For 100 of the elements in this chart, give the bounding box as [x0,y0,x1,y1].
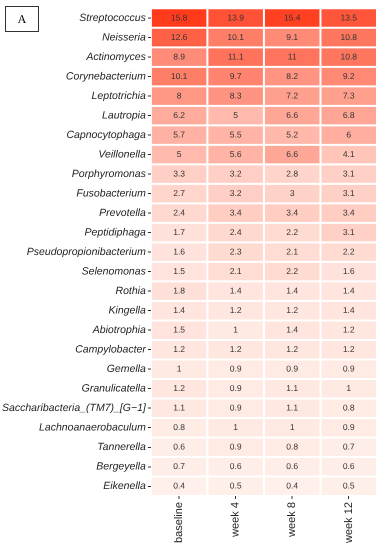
data-label: 3.3 [173,168,186,178]
data-label: 6 [346,129,352,140]
data-label: 10.8 [340,51,358,62]
data-label: 9.7 [230,70,242,81]
data-label: 9.1 [286,32,298,42]
y-tick-label: Eikenella [103,480,146,492]
y-tick-label: Porphyromonas [72,168,147,180]
data-label: 6.8 [342,110,355,120]
data-label: 1.4 [173,305,186,316]
data-label: 0.9 [286,364,298,374]
data-label: 1.4 [286,286,298,296]
data-label: 1.1 [286,402,298,413]
data-label: 5.2 [286,129,298,140]
data-label: 2.2 [286,226,298,237]
y-tick-label: Abiotrophia [92,324,146,336]
data-label: 0.9 [230,442,242,452]
data-label: 0.5 [230,480,242,491]
y-tick-label: Campylobacter [75,344,146,356]
data-label: 1 [233,324,238,335]
data-label: 0.6 [173,442,186,452]
y-tick-label: Fusobacterium [76,188,146,200]
data-label: 6.6 [286,148,298,159]
data-label: 1.1 [173,402,186,413]
data-label: 0.5 [342,480,355,491]
data-label: 7.3 [342,90,355,100]
x-tick-label: baseline [173,502,186,544]
data-label: 1 [346,383,352,394]
data-label: 2.7 [173,188,186,198]
data-label: 1.1 [286,383,298,394]
data-label: 1 [233,422,238,432]
y-tick-label: Streptococcus [79,12,147,24]
data-label: 10.1 [227,32,244,42]
y-tick-label: Rothia [115,285,146,298]
data-label: 2.2 [342,246,355,257]
data-label: 2.8 [286,168,298,178]
data-label: 0.6 [342,461,355,472]
data-label: 5.7 [173,129,186,140]
y-tick-label: Saccharibacteria_(TM7)_[G−1] [2,402,147,414]
data-label: 0.7 [342,442,355,452]
y-tick-label: Selenomonas [82,266,147,278]
data-label: 1.2 [173,383,186,394]
x-tick-label: week 8 [286,502,298,538]
data-label: 7.2 [286,90,298,100]
data-label: 0.4 [173,480,186,491]
y-tick-label: Pseudopropionibacterium [26,246,146,258]
data-label: 11.1 [228,51,244,62]
y-tick-label: Neisseria [102,31,146,44]
y-tick-label: Lachnoanaerobaculum [39,422,146,434]
y-tick-label: Peptidiphaga [84,226,146,239]
data-label: 3.4 [286,207,298,218]
data-label: 1.2 [286,305,298,316]
data-label: 13.5 [340,12,358,22]
data-label: 0.9 [342,364,355,374]
y-tick-label: Capnocytophaga [66,129,146,142]
data-label: 3.4 [230,207,242,218]
data-label: 15.4 [284,12,301,22]
data-label: 1.2 [342,344,355,354]
data-label: 5 [176,148,182,159]
text: A [5,6,39,32]
data-label: 11 [288,51,297,62]
data-label: 0.9 [230,364,242,374]
data-label: 1.4 [342,305,355,316]
data-label: 1.4 [342,286,355,296]
data-label: 1.6 [342,266,355,276]
data-label: 1.2 [173,344,186,354]
data-label: 12.6 [170,32,188,42]
y-tick-label: Granulicatella [82,382,146,395]
data-label: 4.1 [342,148,355,159]
data-label: 0.8 [342,402,355,413]
data-label: 10.8 [340,32,358,42]
y-tick-label: Gemella [106,363,146,376]
data-label: 3 [290,188,295,198]
data-label: 5.6 [230,148,242,159]
data-label: 1.7 [173,226,186,237]
data-label: 3.1 [342,188,355,198]
data-label: 2.2 [286,266,298,276]
data-label: 3.2 [230,188,242,198]
data-label: 3.4 [342,207,355,218]
data-label: 8 [176,90,182,100]
y-tick-label: Leptotrichia [92,90,146,102]
data-label: 0.8 [286,442,298,452]
data-label: 2.4 [230,226,242,237]
data-label: 1.5 [173,266,186,276]
data-label: 2.1 [230,266,242,276]
data-label: 1.2 [286,344,298,354]
data-label: 1.5 [173,324,186,335]
data-label: 15.8 [170,12,188,22]
data-label: 1.2 [230,344,242,354]
data-label: 2.4 [173,207,186,218]
data-label: 8.3 [230,90,242,100]
data-label: 9.2 [342,70,355,81]
data-label: 3.1 [342,226,355,237]
data-label: 2.3 [230,246,242,257]
data-label: 1.8 [173,286,186,296]
y-tick-label: Corynebacterium [66,70,146,83]
data-label: 0.6 [286,461,298,472]
data-label: 6.6 [286,110,298,120]
x-tick-label: week 4 [230,502,242,538]
data-label: 6.2 [173,110,186,120]
data-label: 2.1 [286,246,298,257]
